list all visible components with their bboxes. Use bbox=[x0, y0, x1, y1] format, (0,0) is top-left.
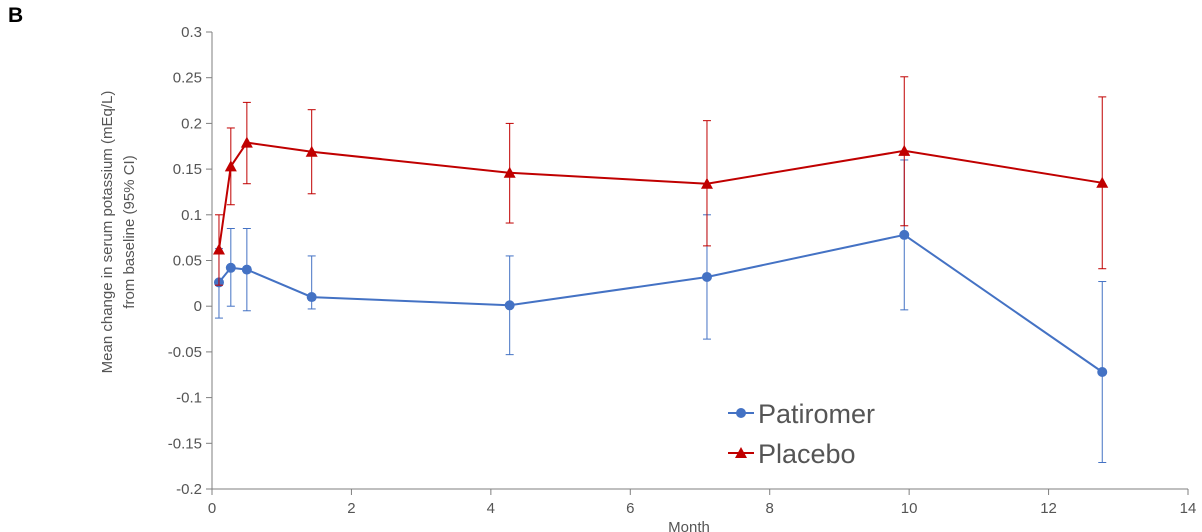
y-tick-label: 0.25 bbox=[173, 70, 202, 87]
data-point-placebo bbox=[224, 160, 237, 172]
legend-label-placebo: Placebo bbox=[758, 439, 856, 469]
data-point-patiromer bbox=[701, 271, 712, 282]
y-axis-title-line2: from baseline (95% CI) bbox=[121, 155, 138, 308]
data-point-patiromer bbox=[225, 262, 236, 273]
x-tick-label: 10 bbox=[901, 500, 918, 517]
y-tick-label: 0.15 bbox=[173, 161, 202, 178]
data-point-patiromer bbox=[306, 292, 317, 303]
x-tick-label: 4 bbox=[487, 500, 495, 517]
data-point-patiromer bbox=[241, 264, 252, 275]
legend-marker-patiromer bbox=[736, 408, 746, 418]
data-point-placebo bbox=[898, 144, 911, 156]
data-point-placebo bbox=[503, 166, 516, 178]
y-tick-label: 0 bbox=[194, 298, 202, 315]
series-line-placebo bbox=[218, 141, 1103, 250]
x-tick-label: 12 bbox=[1040, 500, 1057, 517]
y-tick-label: -0.05 bbox=[168, 344, 202, 361]
y-axis-title-line1: Mean change in serum potassium (mEq/L) bbox=[99, 91, 116, 374]
x-tick-label: 6 bbox=[626, 500, 634, 517]
data-point-placebo bbox=[1096, 176, 1109, 188]
series-layer bbox=[212, 76, 1109, 463]
data-point-patiromer bbox=[1097, 367, 1108, 378]
data-point-placebo bbox=[305, 145, 318, 157]
y-tick-label: 0.1 bbox=[181, 207, 202, 224]
data-point-placebo bbox=[700, 177, 713, 189]
y-tick-label: -0.1 bbox=[176, 390, 202, 407]
y-tick-label: 0.2 bbox=[181, 115, 202, 132]
series-line-patiromer bbox=[218, 233, 1103, 373]
data-point-patiromer bbox=[899, 229, 910, 240]
x-tick-label: 8 bbox=[766, 500, 774, 517]
legend: Patiromer Placebo bbox=[728, 399, 875, 469]
y-tick-label: -0.15 bbox=[168, 435, 202, 452]
x-axis-title: Month bbox=[668, 519, 710, 532]
data-point-patiromer bbox=[504, 300, 515, 311]
y-tick-labels: -0.2 -0.15 -0.1 -0.05 0 0.05 0.1 0.15 0.2 0.25 0.3 bbox=[168, 24, 202, 498]
data-point-placebo bbox=[212, 243, 225, 255]
x-tick-labels: 0 2 4 6 8 10 12 14 bbox=[208, 500, 1197, 517]
series-patiromer bbox=[213, 159, 1108, 463]
panel-label: B bbox=[8, 4, 24, 27]
x-tick-label: 0 bbox=[208, 500, 216, 517]
data-point-placebo bbox=[240, 136, 253, 148]
legend-label-patiromer: Patiromer bbox=[758, 399, 875, 429]
legend-marker-placebo bbox=[735, 447, 747, 458]
y-tick-label: 0.3 bbox=[181, 24, 202, 41]
x-tick-label: 2 bbox=[347, 500, 355, 517]
y-tick-label: 0.05 bbox=[173, 253, 202, 270]
series-placebo bbox=[212, 76, 1109, 286]
x-tick-label: 14 bbox=[1180, 500, 1197, 517]
axes bbox=[206, 31, 1189, 495]
y-tick-label: -0.2 bbox=[176, 481, 202, 498]
